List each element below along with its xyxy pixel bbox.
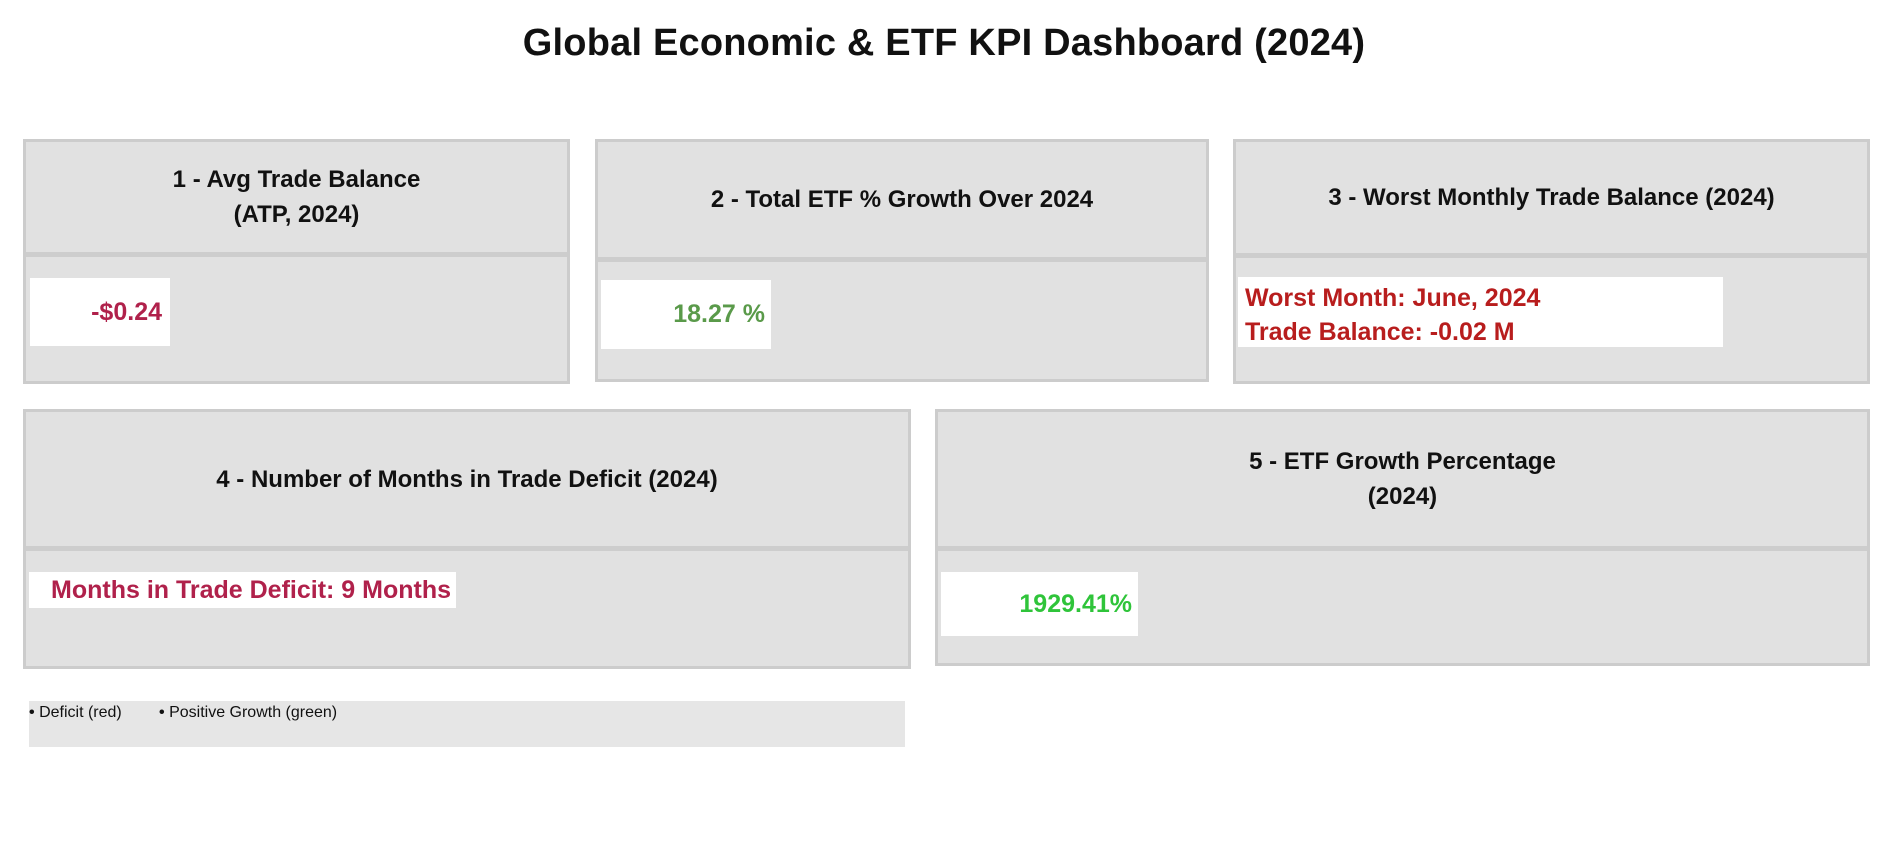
- bullet-icon: •: [159, 704, 165, 721]
- kpi-card-header: 5 - ETF Growth Percentage (2024): [938, 412, 1867, 551]
- kpi-card-title: 1 - Avg Trade Balance: [172, 166, 421, 193]
- kpi-value: Worst Month: June, 2024 Trade Balance: -…: [1238, 277, 1723, 347]
- kpi-value: Months in Trade Deficit: 9 Months: [29, 572, 456, 608]
- legend-label: Deficit (red): [39, 704, 122, 721]
- kpi-value: -$0.24: [30, 278, 170, 346]
- kpi-card-months-in-trade-deficit: 4 - Number of Months in Trade Deficit (2…: [23, 409, 911, 669]
- kpi-card-header: 1 - Avg Trade Balance (ATP, 2024): [26, 142, 567, 257]
- kpi-card-title: 2 - Total ETF % Growth Over 2024: [710, 186, 1094, 213]
- bullet-icon: •: [29, 704, 35, 721]
- kpi-card-subtitle: (2024): [1367, 483, 1438, 510]
- kpi-card-title: 4 - Number of Months in Trade Deficit (2…: [216, 465, 718, 493]
- worst-month-label: Worst Month: June, 2024: [1245, 284, 1541, 312]
- legend: • Deficit (red) • Positive Growth (green…: [29, 701, 905, 747]
- legend-label: Positive Growth (green): [169, 704, 338, 721]
- legend-item-deficit: • Deficit (red): [29, 704, 122, 722]
- kpi-value: 18.27 %: [601, 280, 771, 349]
- kpi-card-worst-monthly-trade-balance: 3 - Worst Monthly Trade Balance (2024) W…: [1233, 139, 1870, 384]
- dashboard-title: Global Economic & ETF KPI Dashboard (202…: [522, 22, 1366, 64]
- kpi-card-total-etf-growth: 2 - Total ETF % Growth Over 2024 18.27 %: [595, 139, 1209, 382]
- kpi-card-avg-trade-balance: 1 - Avg Trade Balance (ATP, 2024) -$0.24: [23, 139, 570, 384]
- kpi-card-title: 3 - Worst Monthly Trade Balance (2024): [1328, 184, 1775, 211]
- kpi-value: 1929.41%: [941, 572, 1138, 636]
- legend-item-positive-growth: • Positive Growth (green): [159, 704, 337, 722]
- trade-balance-label: Trade Balance: -0.02 M: [1245, 318, 1515, 346]
- kpi-card-header: 3 - Worst Monthly Trade Balance (2024): [1236, 142, 1867, 258]
- kpi-card-header: 2 - Total ETF % Growth Over 2024: [598, 142, 1206, 262]
- kpi-card-header: 4 - Number of Months in Trade Deficit (2…: [26, 412, 908, 551]
- kpi-card-subtitle: (ATP, 2024): [233, 201, 360, 228]
- kpi-card-etf-growth-percentage: 5 - ETF Growth Percentage (2024) 1929.41…: [935, 409, 1870, 666]
- kpi-card-title: 5 - ETF Growth Percentage: [1249, 448, 1556, 475]
